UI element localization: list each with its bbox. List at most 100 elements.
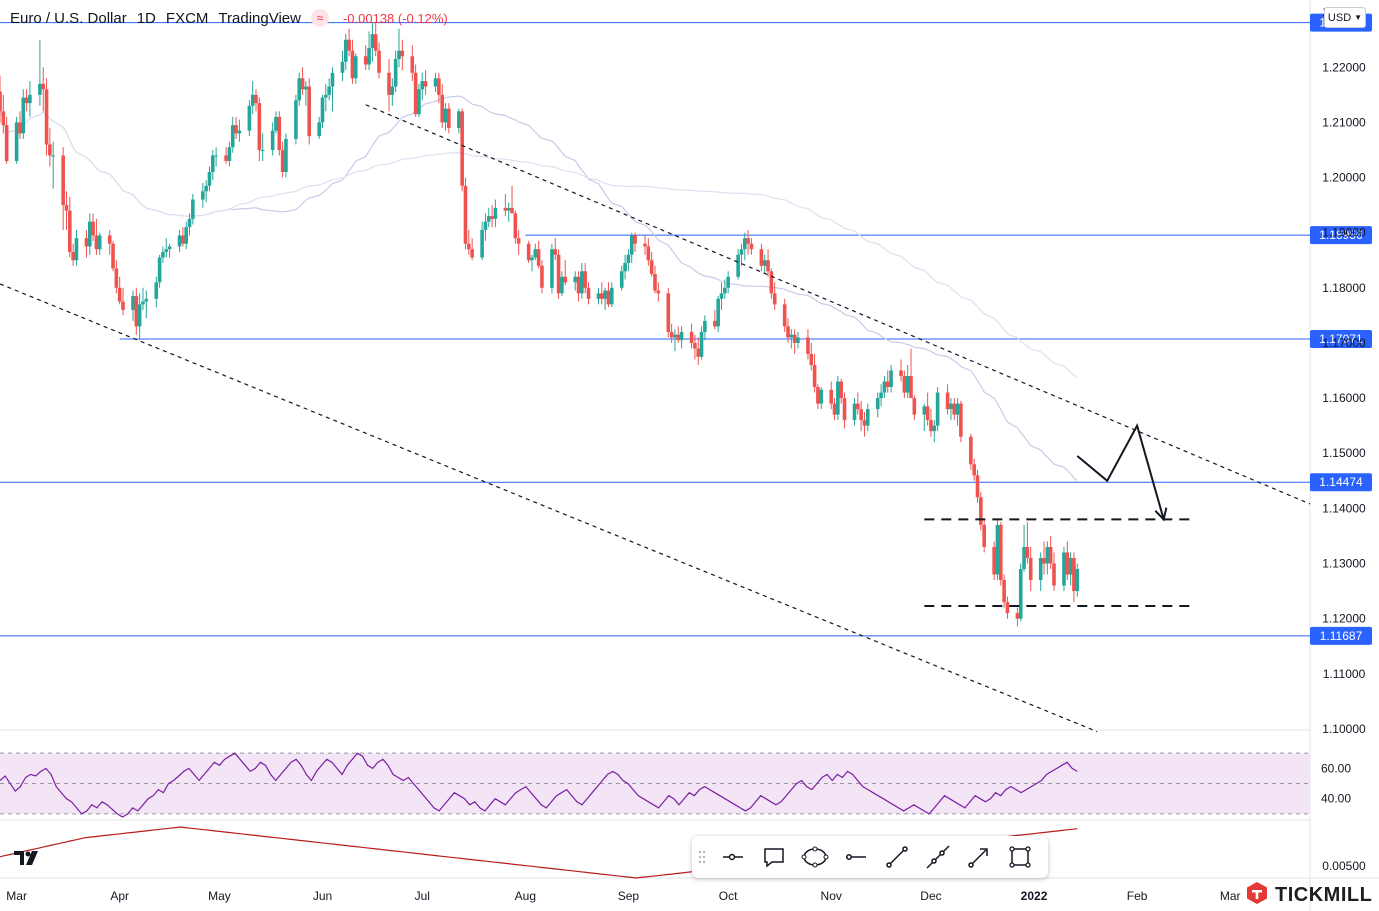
candle-body bbox=[912, 398, 917, 415]
arrow-icon[interactable] bbox=[958, 836, 999, 878]
candle-body bbox=[503, 207, 508, 211]
time-tick-label: 2022 bbox=[1021, 889, 1048, 903]
candle-body bbox=[330, 72, 335, 87]
candle-body bbox=[304, 86, 308, 90]
candle-body bbox=[257, 103, 262, 150]
horizontal-line-icon[interactable] bbox=[835, 836, 876, 878]
price-change: -0.00138 (-0.12%) bbox=[342, 10, 448, 26]
candle-body bbox=[782, 304, 787, 327]
candle-body bbox=[859, 409, 863, 421]
candle-body bbox=[94, 235, 99, 250]
candle-body bbox=[949, 403, 953, 410]
candle-body bbox=[121, 301, 125, 310]
candle-body bbox=[433, 78, 438, 87]
candle-body bbox=[1022, 546, 1026, 570]
time-tick-label: Apr bbox=[110, 889, 129, 903]
rectangle-icon[interactable] bbox=[999, 836, 1040, 878]
extended-line-icon[interactable] bbox=[917, 836, 958, 878]
candle-body bbox=[437, 78, 441, 95]
candle-body bbox=[297, 78, 302, 101]
candle-body bbox=[600, 293, 604, 299]
channel-trend-line bbox=[0, 283, 1098, 733]
candle-body bbox=[74, 238, 79, 261]
candle-body bbox=[979, 497, 983, 525]
candle-body bbox=[400, 50, 405, 57]
candle-body bbox=[693, 342, 697, 349]
candle-body bbox=[643, 243, 647, 247]
candle-body bbox=[367, 47, 371, 65]
candle-body bbox=[184, 227, 188, 244]
price-tick-label: 1.16000 bbox=[1322, 391, 1366, 405]
price-tick-label: 1.13000 bbox=[1322, 556, 1366, 570]
candle-body bbox=[556, 254, 561, 294]
candle-body bbox=[274, 116, 278, 131]
candle-body bbox=[4, 125, 9, 161]
price-level-tag bbox=[1310, 473, 1372, 492]
candle-body bbox=[540, 265, 544, 288]
candle-body bbox=[84, 238, 89, 247]
candle-body bbox=[224, 155, 228, 161]
candle-body bbox=[363, 56, 368, 65]
candle-body bbox=[879, 392, 883, 399]
channel-trend-line bbox=[365, 104, 1311, 505]
candle-body bbox=[646, 246, 651, 261]
candle-body bbox=[1018, 569, 1023, 619]
candle-body bbox=[51, 155, 55, 157]
candle-body bbox=[583, 271, 587, 288]
candle-body bbox=[18, 122, 22, 134]
candle-body bbox=[506, 207, 511, 211]
candle-body bbox=[766, 260, 770, 272]
time-tick-label: Jun bbox=[313, 889, 332, 903]
candle-body bbox=[154, 282, 159, 299]
candle-body bbox=[377, 50, 381, 73]
candle-body bbox=[167, 246, 172, 250]
ellipse-icon[interactable] bbox=[794, 836, 835, 878]
trend-line-icon[interactable] bbox=[876, 836, 917, 878]
candle-body bbox=[420, 81, 425, 90]
candle-body bbox=[270, 130, 275, 150]
arrow-head bbox=[1154, 507, 1168, 522]
candle-body bbox=[1045, 546, 1050, 564]
candle-body bbox=[703, 320, 707, 332]
candle-body bbox=[1005, 602, 1010, 614]
symbol-name[interactable]: Euro / U.S. Dollar bbox=[10, 9, 127, 27]
candle-body bbox=[905, 376, 910, 393]
candle-body bbox=[998, 524, 1003, 581]
candle-body bbox=[260, 149, 265, 151]
candle-body bbox=[347, 39, 351, 51]
candle-body bbox=[41, 83, 46, 90]
candle-body bbox=[210, 155, 215, 173]
price-level-tag bbox=[1310, 226, 1372, 245]
candle-body bbox=[696, 348, 701, 357]
approx-icon[interactable]: ≈ bbox=[310, 9, 329, 27]
currency-button[interactable]: USD ▼ bbox=[1324, 7, 1366, 28]
lower-tick-label: 0.00500 bbox=[1322, 859, 1366, 873]
candle-body bbox=[24, 97, 29, 104]
horizontal-ray-icon[interactable] bbox=[712, 836, 753, 878]
candle-body bbox=[234, 125, 238, 134]
currency-label: USD bbox=[1327, 11, 1352, 24]
candle-body bbox=[480, 229, 484, 258]
grip-icon[interactable] bbox=[692, 836, 712, 878]
candle-body bbox=[553, 249, 558, 255]
candle-body bbox=[111, 243, 115, 269]
candle-body bbox=[187, 218, 192, 228]
candle-body bbox=[373, 34, 378, 51]
candle-body bbox=[736, 254, 740, 277]
candle-body bbox=[21, 97, 26, 134]
callout-icon[interactable] bbox=[753, 836, 794, 878]
candle-body bbox=[676, 334, 681, 341]
candle-body bbox=[71, 251, 75, 261]
candle-body bbox=[792, 334, 797, 343]
candle-body bbox=[320, 97, 325, 123]
candle-body bbox=[294, 100, 298, 139]
candle-body bbox=[885, 381, 890, 388]
candle-body bbox=[560, 276, 564, 294]
candle-body bbox=[131, 296, 135, 310]
timeframe[interactable]: 1D bbox=[136, 9, 156, 27]
candle-body bbox=[882, 381, 887, 393]
time-tick-label: May bbox=[208, 889, 231, 903]
candle-body bbox=[1028, 557, 1033, 581]
candle-body bbox=[865, 409, 870, 426]
